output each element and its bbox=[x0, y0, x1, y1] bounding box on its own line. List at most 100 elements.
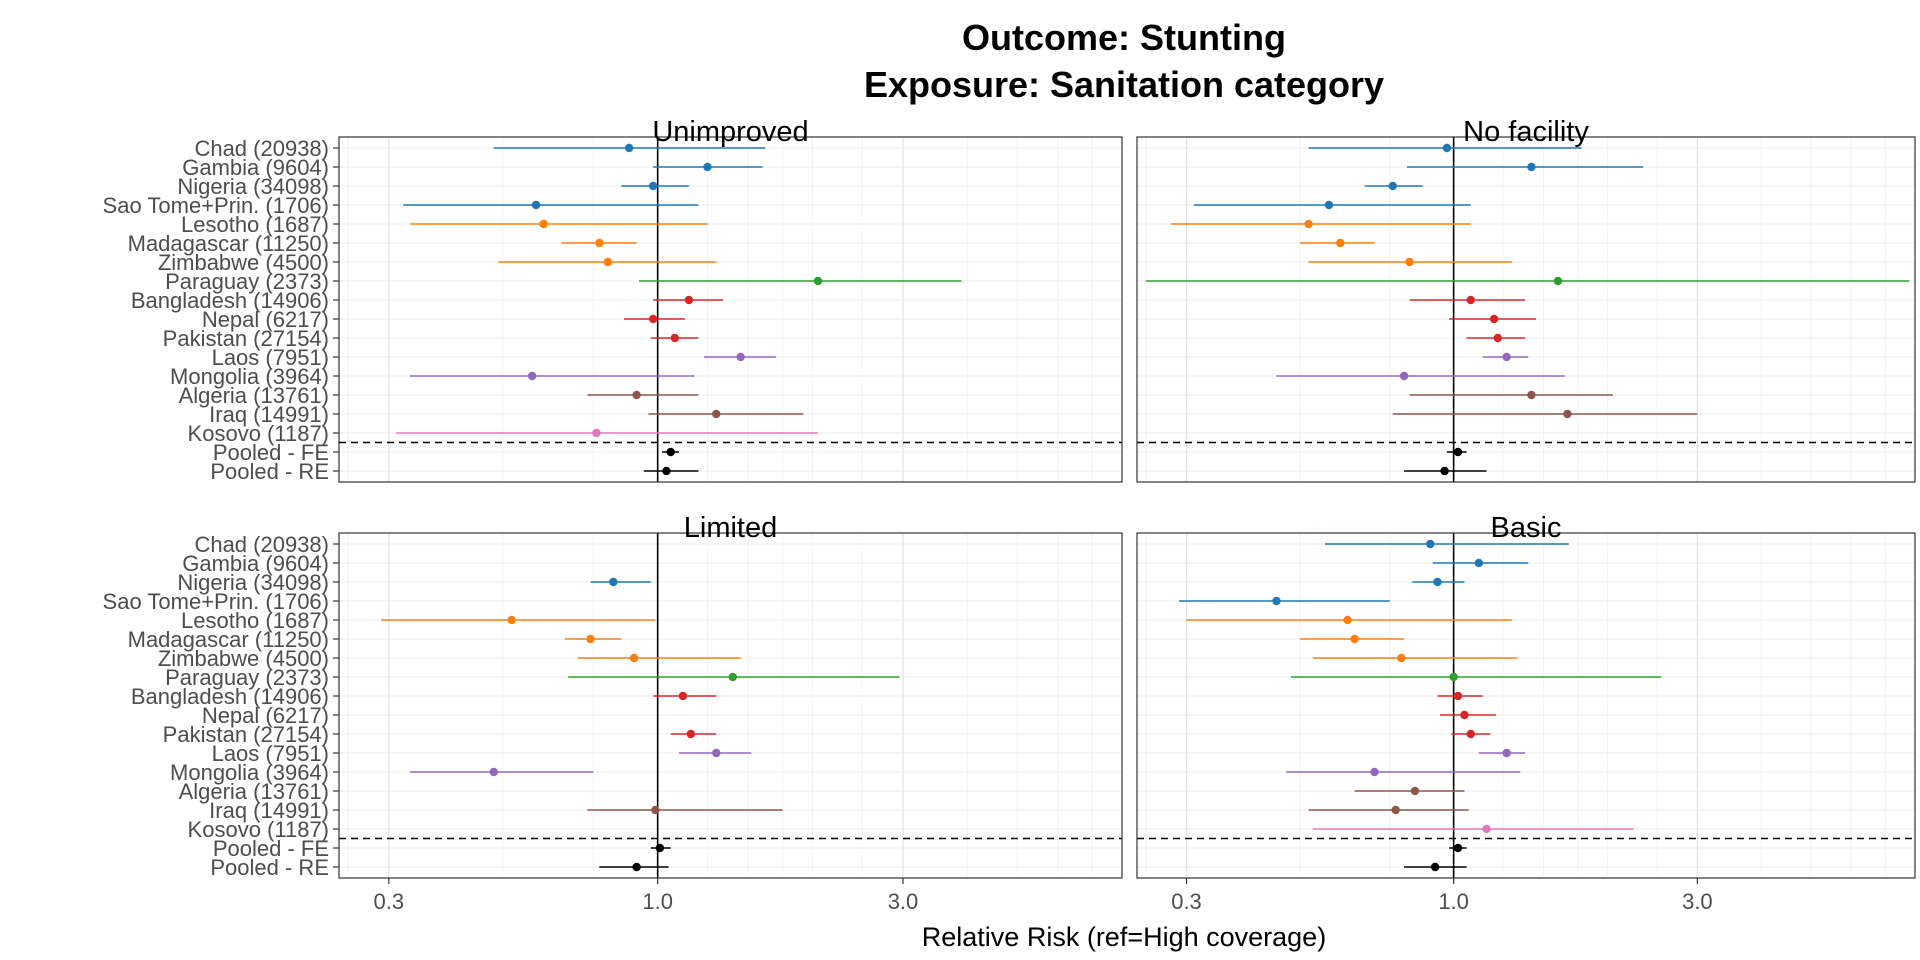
y-tick-label: Gambia (9604) bbox=[182, 551, 329, 576]
chart-title-line1: Outcome: Stunting bbox=[962, 17, 1286, 58]
estimate-point bbox=[678, 691, 688, 701]
estimate-point bbox=[684, 295, 694, 305]
estimate-point bbox=[1350, 634, 1359, 644]
estimate-point bbox=[712, 748, 721, 758]
estimate-point bbox=[1272, 596, 1281, 606]
y-tick-label: Iraq (14991) bbox=[209, 798, 329, 823]
estimate-point bbox=[603, 257, 613, 267]
y-tick-label: Algeria (13761) bbox=[179, 383, 329, 408]
x-tick-label: 0.3 bbox=[1171, 889, 1202, 914]
y-tick-label: Chad (20938) bbox=[194, 532, 329, 557]
y-tick-label: Laos (7951) bbox=[212, 741, 329, 766]
estimate-point bbox=[712, 409, 721, 419]
estimate-point bbox=[1430, 862, 1440, 872]
y-tick-label: Nepal (6217) bbox=[202, 703, 329, 728]
x-tick-label: 1.0 bbox=[642, 889, 673, 914]
panel-background bbox=[339, 137, 1122, 482]
estimate-point bbox=[728, 672, 738, 682]
estimate-point bbox=[1426, 539, 1435, 549]
x-tick-label: 3.0 bbox=[1682, 889, 1713, 914]
y-tick-label: Nigeria (34098) bbox=[177, 570, 329, 595]
estimate-point bbox=[1442, 143, 1452, 153]
estimate-point bbox=[592, 428, 601, 438]
estimate-point bbox=[651, 805, 660, 815]
y-tick-label: Bangladesh (14906) bbox=[131, 288, 329, 313]
y-tick-label: Madagascar (11250) bbox=[128, 231, 329, 256]
estimate-point bbox=[1399, 371, 1409, 381]
x-axis-title: Relative Risk (ref=High coverage) bbox=[922, 922, 1326, 952]
y-tick-label: Laos (7951) bbox=[212, 345, 329, 370]
estimate-point bbox=[1405, 257, 1414, 267]
panel-border bbox=[338, 532, 1123, 879]
y-tick-label: Chad (20938) bbox=[194, 136, 329, 161]
estimate-point bbox=[1453, 691, 1463, 701]
y-tick-label: Iraq (14991) bbox=[209, 402, 329, 427]
estimate-point bbox=[489, 767, 498, 777]
estimate-point bbox=[1474, 558, 1483, 568]
panel-limited: Limited Chad (20938)Gambia (9604)Nigeria … bbox=[103, 512, 1123, 914]
chart-title-line2: Exposure: Sanitation category bbox=[864, 64, 1384, 105]
y-tick-label: Kosovo (1187) bbox=[188, 421, 329, 446]
estimate-point bbox=[1553, 276, 1563, 286]
panel-no-facility: No facility bbox=[1136, 116, 1916, 483]
y-tick-label: Pooled - FE bbox=[213, 440, 329, 465]
estimate-point bbox=[1493, 333, 1502, 343]
estimate-point bbox=[1336, 238, 1345, 248]
y-tick-label: Pooled - FE bbox=[213, 836, 329, 861]
y-tick-label: Gambia (9604) bbox=[182, 155, 329, 180]
estimate-point bbox=[531, 200, 541, 210]
estimate-point bbox=[1440, 466, 1449, 476]
y-tick-label: Pakistan (27154) bbox=[163, 326, 329, 351]
estimate-point bbox=[648, 314, 658, 324]
estimate-point bbox=[1388, 181, 1397, 191]
x-tick-label: 3.0 bbox=[888, 889, 919, 914]
estimate-point bbox=[655, 843, 665, 853]
y-tick-label: Bangladesh (14906) bbox=[131, 684, 329, 709]
estimate-point bbox=[1482, 824, 1491, 834]
estimate-point bbox=[1370, 767, 1379, 777]
estimate-point bbox=[629, 653, 639, 663]
estimate-point bbox=[1489, 314, 1499, 324]
y-tick-label: Sao Tome+Prin. (1706) bbox=[103, 193, 329, 218]
estimate-point bbox=[1502, 352, 1511, 362]
facet-label: No facility bbox=[1463, 116, 1589, 148]
panel-background bbox=[1137, 137, 1915, 482]
y-tick-label: Lesotho (1687) bbox=[181, 212, 329, 237]
estimate-point bbox=[1502, 748, 1511, 758]
y-tick-label: Paraguay (2373) bbox=[165, 269, 329, 294]
y-tick-label: Madagascar (11250) bbox=[128, 627, 329, 652]
facet-label: Basic bbox=[1491, 512, 1562, 544]
y-tick-label: Zimbabwe (4500) bbox=[158, 250, 329, 275]
panel-border bbox=[1136, 532, 1916, 879]
estimate-point bbox=[1410, 786, 1420, 796]
estimate-point bbox=[1449, 672, 1458, 682]
y-tick-label: Zimbabwe (4500) bbox=[158, 646, 329, 671]
estimate-point bbox=[1324, 200, 1334, 210]
estimate-point bbox=[527, 371, 537, 381]
panel-basic: Basic 0.3 1.0 3.0 bbox=[1136, 512, 1916, 914]
y-tick-label: Nepal (6217) bbox=[202, 307, 329, 332]
facet-label: Limited bbox=[684, 512, 778, 544]
estimate-point bbox=[586, 634, 595, 644]
estimate-point bbox=[1397, 653, 1406, 663]
estimate-point bbox=[670, 333, 680, 343]
estimate-point bbox=[1460, 710, 1469, 720]
estimate-point bbox=[624, 143, 634, 153]
panel-border bbox=[338, 136, 1123, 483]
estimate-point bbox=[686, 729, 696, 739]
estimate-point bbox=[539, 219, 548, 229]
x-tick-label: 0.3 bbox=[374, 889, 405, 914]
y-tick-label: Kosovo (1187) bbox=[188, 817, 329, 842]
panel-background bbox=[339, 533, 1122, 878]
y-tick-label: Pooled - RE bbox=[210, 855, 329, 880]
y-tick-label: Mongolia (3964) bbox=[170, 364, 329, 389]
estimate-point bbox=[1563, 409, 1572, 419]
y-tick-label: Pakistan (27154) bbox=[163, 722, 329, 747]
panel-unimproved: Unimproved Chad (20938)Gambia (9604)Niger… bbox=[103, 116, 1123, 484]
estimate-point bbox=[507, 615, 516, 625]
estimate-point bbox=[1343, 615, 1352, 625]
estimate-point bbox=[632, 862, 641, 872]
estimate-point bbox=[632, 390, 641, 400]
